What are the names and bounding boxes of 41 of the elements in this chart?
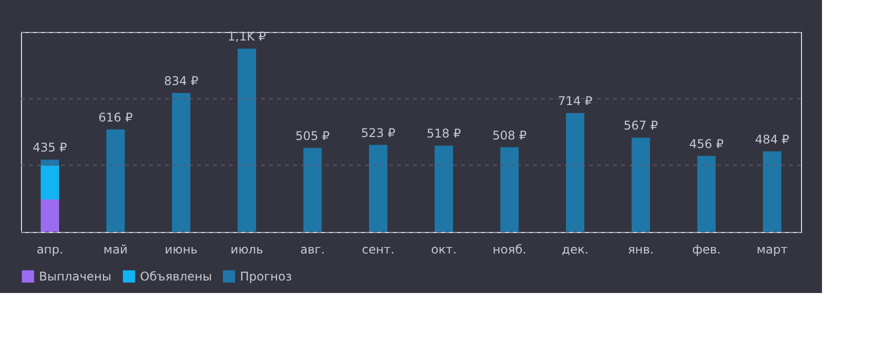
bar <box>762 151 782 232</box>
x-tick-label: янв. <box>628 242 654 256</box>
bar <box>500 147 519 232</box>
bar <box>434 146 454 232</box>
annotation: 523 ₽ <box>360 126 396 140</box>
x-tick-label: авг. <box>300 242 325 256</box>
annotation: 508 ₽ <box>492 128 528 142</box>
x-tick-label: дек. <box>562 242 589 256</box>
x-tick-label: апр. <box>36 242 64 256</box>
x-tick-label: нояб. <box>492 242 526 256</box>
x-tick-label: март <box>756 242 788 256</box>
legend-label: Прогноз <box>240 269 292 284</box>
bar <box>303 148 322 232</box>
x-tick-label: июль <box>230 242 264 256</box>
legend-label: Выплачены <box>39 269 112 284</box>
annotation: 435 ₽ <box>32 140 68 155</box>
annotation: 456 ₽ <box>689 136 724 151</box>
x-tick-label: май <box>103 242 128 256</box>
bar <box>632 138 650 232</box>
annotation: 616 ₽ <box>98 110 134 124</box>
bar <box>40 200 60 232</box>
x-tick-label: сент. <box>362 242 394 256</box>
annotation: 518 ₽ <box>426 126 462 141</box>
annotation: 505 ₽ <box>295 128 330 143</box>
bar <box>172 93 190 232</box>
annotation: 834 ₽ <box>164 74 199 88</box>
bar <box>106 129 125 232</box>
bar <box>238 48 256 232</box>
bar <box>368 144 388 232</box>
x-tick-label: июнь <box>164 242 198 256</box>
annotation: 714 ₽ <box>558 94 593 108</box>
annotation: 1,1K ₽ <box>228 30 266 44</box>
bar <box>40 165 60 200</box>
bar <box>697 156 716 232</box>
bar <box>566 113 584 232</box>
x-tick-label: окт. <box>431 242 457 256</box>
bar <box>40 160 60 166</box>
annotation: 567 ₽ <box>624 118 658 133</box>
x-tick-label: фев. <box>692 242 721 256</box>
annotation: 484 ₽ <box>754 132 790 146</box>
legend-label: Объявлены <box>140 269 212 284</box>
